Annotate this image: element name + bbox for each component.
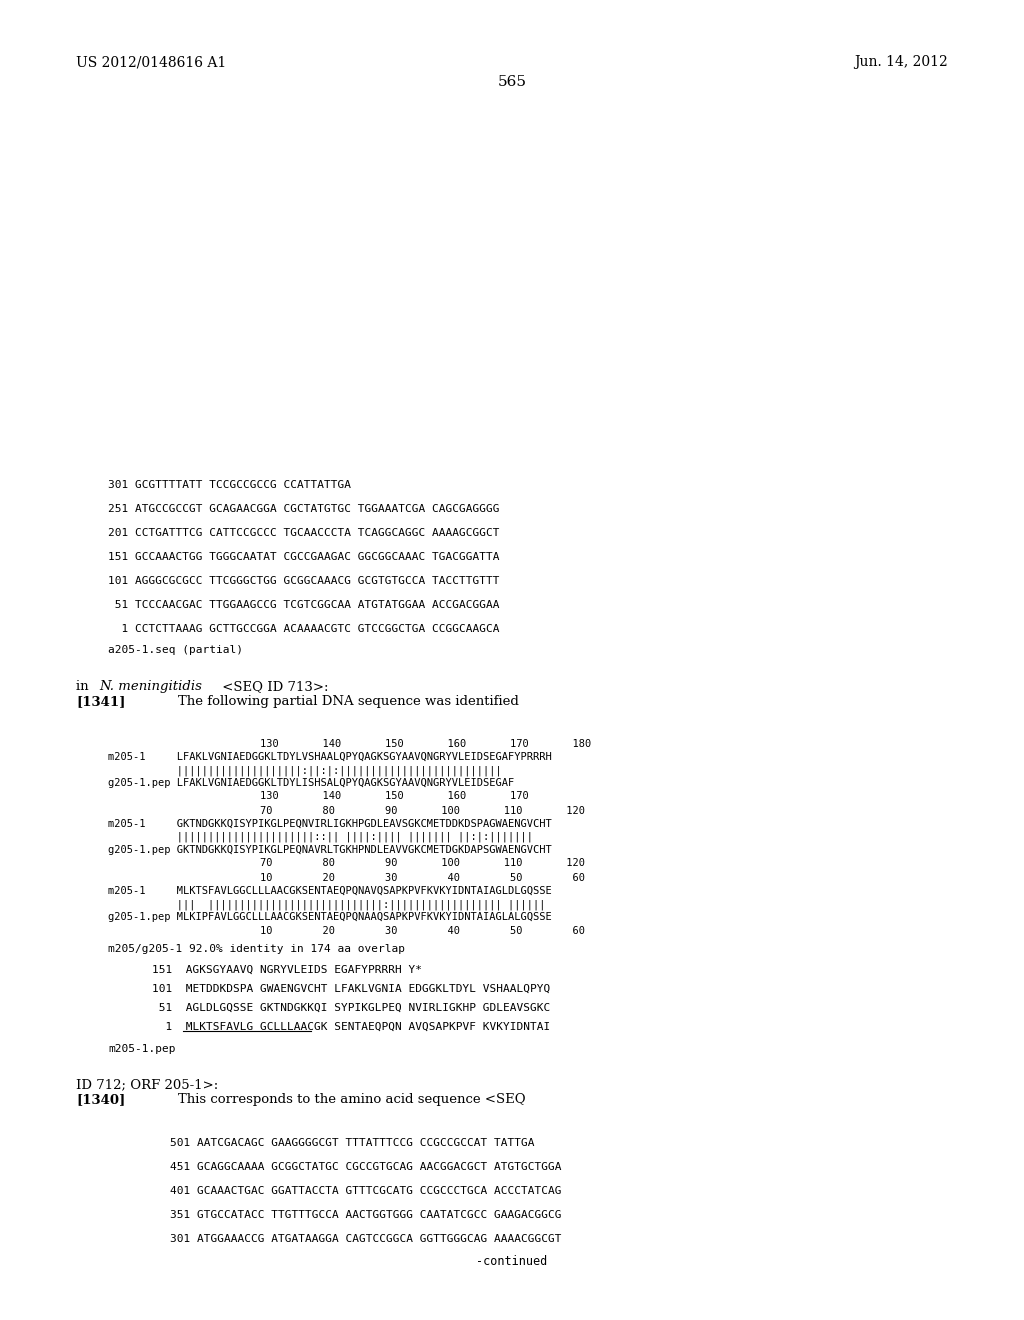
Text: US 2012/0148616 A1: US 2012/0148616 A1: [76, 55, 226, 69]
Text: 101 AGGGCGCGCC TTCGGGCTGG GCGGCAAACG GCGTGTGCCA TACCTTGTTT: 101 AGGGCGCGCC TTCGGGCTGG GCGGCAAACG GCG…: [108, 576, 500, 586]
Text: [1341]: [1341]: [76, 696, 125, 708]
Text: 70        80        90       100       110       120: 70 80 90 100 110 120: [260, 858, 585, 869]
Text: 301 GCGTTTTATT TCCGCCGCCG CCATTATTGA: 301 GCGTTTTATT TCCGCCGCCG CCATTATTGA: [108, 480, 351, 490]
Text: |||  ||||||||||||||||||||||||||||:|||||||||||||||||| ||||||: ||| ||||||||||||||||||||||||||||:|||||||…: [108, 899, 546, 909]
Text: 565: 565: [498, 75, 526, 88]
Text: 130       140       150       160       170       180: 130 140 150 160 170 180: [260, 739, 591, 748]
Text: <SEQ ID 713>:: <SEQ ID 713>:: [218, 680, 329, 693]
Text: 251 ATGCCGCCGT GCAGAACGGA CGCTATGTGC TGGAAATCGA CAGCGAGGGG: 251 ATGCCGCCGT GCAGAACGGA CGCTATGTGC TGG…: [108, 504, 500, 513]
Text: The following partial DNA sequence was identified: The following partial DNA sequence was i…: [178, 696, 519, 708]
Text: 151  AGKSGYAAVQ NGRYVLEIDS EGAFYPRRRH Y*: 151 AGKSGYAAVQ NGRYVLEIDS EGAFYPRRRH Y*: [152, 965, 422, 975]
Text: 101  METDDKDSPA GWAENGVCHT LFAKLVGNIA EDGGKLTDYL VSHAALQPYQ: 101 METDDKDSPA GWAENGVCHT LFAKLVGNIA EDG…: [152, 983, 550, 994]
Text: m205-1     MLKTSFAVLGGCLLLAACGKSENTAEQPQNAVQSAPKPVFKVKYIDNTAIAGLDLGQSSE: m205-1 MLKTSFAVLGGCLLLAACGKSENTAEQPQNAVQ…: [108, 886, 552, 896]
Text: in: in: [76, 680, 93, 693]
Text: 51  AGLDLGQSSE GKTNDGKKQI SYPIKGLPEQ NVIRLIGKHP GDLEAVSGKC: 51 AGLDLGQSSE GKTNDGKKQI SYPIKGLPEQ NVIR…: [152, 1003, 550, 1012]
Text: -continued: -continued: [476, 1255, 548, 1269]
Text: g205-1.pep MLKIPFAVLGGCLLLAACGKSENTAEQPQNAAQSAPKPVFKVKYIDNTAIAGLALGQSSE: g205-1.pep MLKIPFAVLGGCLLLAACGKSENTAEQPQ…: [108, 912, 552, 921]
Text: ID 712; ORF 205-1>:: ID 712; ORF 205-1>:: [76, 1078, 218, 1092]
Text: N. meningitidis: N. meningitidis: [99, 680, 202, 693]
Text: m205-1     LFAKLVGNIAEDGGKLTDYLVSHAALQPYQAGKSGYAAVQNGRYVLEIDSEGAFYPRRRH: m205-1 LFAKLVGNIAEDGGKLTDYLVSHAALQPYQAGK…: [108, 752, 552, 762]
Text: g205-1.pep LFAKLVGNIAEDGGKLTDYLISHSALQPYQAGKSGYAAVQNGRYVLEIDSEGAF: g205-1.pep LFAKLVGNIAEDGGKLTDYLISHSALQPY…: [108, 777, 514, 788]
Text: ||||||||||||||||||||||::|| ||||:|||| ||||||| ||:|:|||||||: ||||||||||||||||||||||::|| ||||:|||| |||…: [108, 832, 534, 842]
Text: 130       140       150       160       170: 130 140 150 160 170: [260, 791, 528, 801]
Text: 401 GCAAACTGAC GGATTACCTA GTTTCGCATG CCGCCCTGCA ACCCTATCAG: 401 GCAAACTGAC GGATTACCTA GTTTCGCATG CCG…: [170, 1185, 561, 1196]
Text: 151 GCCAAACTGG TGGGCAATAT CGCCGAAGAC GGCGGCAAAC TGACGGATTA: 151 GCCAAACTGG TGGGCAATAT CGCCGAAGAC GGC…: [108, 552, 500, 562]
Text: ||||||||||||||||||||:||:|:||||||||||||||||||||||||||: ||||||||||||||||||||:||:|:||||||||||||||…: [108, 766, 502, 776]
Text: 501 AATCGACAGC GAAGGGGCGT TTTATTTCCG CCGCCGCCAT TATTGA: 501 AATCGACAGC GAAGGGGCGT TTTATTTCCG CCG…: [170, 1138, 535, 1148]
Text: 70        80        90       100       110       120: 70 80 90 100 110 120: [260, 807, 585, 816]
Text: Jun. 14, 2012: Jun. 14, 2012: [854, 55, 948, 69]
Text: 451 GCAGGCAAAA GCGGCTATGC CGCCGTGCAG AACGGACGCT ATGTGCTGGA: 451 GCAGGCAAAA GCGGCTATGC CGCCGTGCAG AAC…: [170, 1162, 561, 1172]
Text: 201 CCTGATTTCG CATTCCGCCC TGCAACCCTA TCAGGCAGGC AAAAGCGGCT: 201 CCTGATTTCG CATTCCGCCC TGCAACCCTA TCA…: [108, 528, 500, 539]
Text: m205-1     GKTNDGKKQISYPIKGLPEQNVIRLIGKHPGDLEAVSGKCMETDDKDSPAGWAENGVCHT: m205-1 GKTNDGKKQISYPIKGLPEQNVIRLIGKHPGDL…: [108, 818, 552, 829]
Text: 10        20        30        40        50        60: 10 20 30 40 50 60: [260, 873, 585, 883]
Text: m205-1.pep: m205-1.pep: [108, 1044, 175, 1053]
Text: 1  MLKTSFAVLG GCLLLAACGK SENTAEQPQN AVQSAPKPVF KVKYIDNTAI: 1 MLKTSFAVLG GCLLLAACGK SENTAEQPQN AVQSA…: [152, 1022, 550, 1032]
Text: This corresponds to the amino acid sequence <SEQ: This corresponds to the amino acid seque…: [178, 1093, 525, 1106]
Text: 51 TCCCAACGAC TTGGAAGCCG TCGTCGGCAA ATGTATGGAA ACCGACGGAA: 51 TCCCAACGAC TTGGAAGCCG TCGTCGGCAA ATGT…: [108, 601, 500, 610]
Text: 301 ATGGAAACCG ATGATAAGGA CAGTCCGGCA GGTTGGGCAG AAAACGGCGT: 301 ATGGAAACCG ATGATAAGGA CAGTCCGGCA GGT…: [170, 1234, 561, 1243]
Text: m205/g205-1 92.0% identity in 174 aa overlap: m205/g205-1 92.0% identity in 174 aa ove…: [108, 944, 406, 954]
Text: 351 GTGCCATACC TTGTTTGCCA AACTGGTGGG CAATATCGCC GAAGACGGCG: 351 GTGCCATACC TTGTTTGCCA AACTGGTGGG CAA…: [170, 1210, 561, 1220]
Text: g205-1.pep GKTNDGKKQISYPIKGLPEQNAVRLTGKHPNDLEAVVGKCMETDGKDAPSGWAENGVCHT: g205-1.pep GKTNDGKKQISYPIKGLPEQNAVRLTGKH…: [108, 845, 552, 855]
Text: 1 CCTCTTAAAG GCTTGCCGGA ACAAAACGTC GTCCGGCTGA CCGGCAAGCA: 1 CCTCTTAAAG GCTTGCCGGA ACAAAACGTC GTCCG…: [108, 624, 500, 634]
Text: [1340]: [1340]: [76, 1093, 125, 1106]
Text: 10        20        30        40        50        60: 10 20 30 40 50 60: [260, 927, 585, 936]
Text: a205-1.seq (partial): a205-1.seq (partial): [108, 645, 243, 655]
